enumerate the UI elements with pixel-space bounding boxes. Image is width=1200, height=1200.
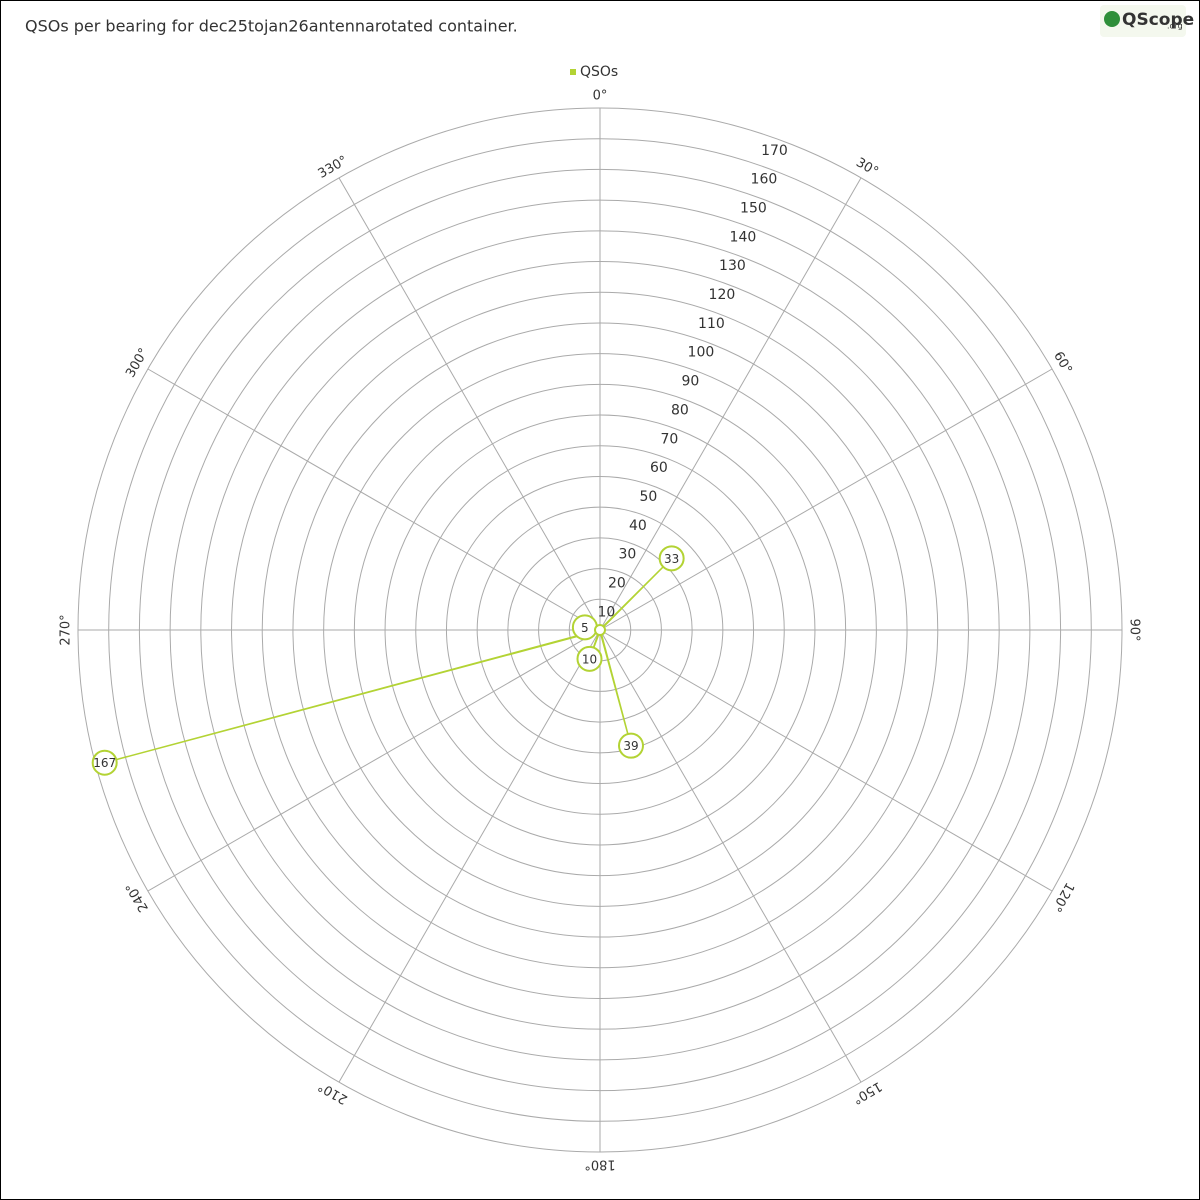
spoke [147,368,601,631]
ring [169,199,1031,1061]
value-label: 10 [582,652,597,666]
logo-box [1100,5,1186,37]
theta-tick-label: 90° [1127,618,1142,641]
logo-text: QScope [1122,10,1194,30]
chart-title: QSOs per bearing for dec25tojan26antenna… [25,17,518,36]
ring [323,353,877,907]
legend-swatch [570,69,576,75]
ring [507,537,693,723]
value-label: 5 [581,621,589,635]
value-label: 167 [93,756,116,770]
theta-tick-label: 0° [593,89,608,104]
value-label: 39 [623,739,638,753]
point-marker [658,545,685,572]
ring [538,568,662,692]
r-tick-label: 90 [681,374,699,390]
r-tick-label: 80 [671,402,689,418]
r-tick-label: 50 [639,489,657,505]
r-tick-label: 150 [740,200,767,216]
r-tick-label: 120 [709,287,736,303]
theta-tick-label: 180° [584,1157,615,1172]
spoke [599,629,862,1083]
ring [108,138,1092,1122]
ring [200,230,1000,1030]
ring [292,322,908,938]
r-tick-label: 100 [688,345,715,361]
spoke [599,629,1053,892]
r-tick-label: 110 [698,316,725,332]
r-tick-label: 160 [751,172,778,188]
point-marker [617,732,644,759]
r-tick-label: 10 [597,604,615,620]
ring [415,445,785,815]
r-tick-label: 130 [719,258,746,274]
spoke [599,368,1053,631]
theta-tick-label: 270° [59,614,74,645]
ring [77,107,1123,1153]
ring [445,475,755,785]
point-marker [576,645,603,672]
ring [138,168,1062,1092]
center-marker [594,624,606,636]
r-tick-label: 40 [629,518,647,534]
ring [476,506,724,754]
r-tick-label: 140 [730,229,757,245]
ring [353,383,847,877]
legend-label: QSOs [580,64,618,80]
ring [231,261,969,999]
spoke [147,629,601,892]
r-tick-label: 30 [618,547,636,563]
spoke [338,177,601,631]
r-tick-label: 70 [660,431,678,447]
ring [384,414,816,846]
spoke [599,177,862,631]
spoke [338,629,601,1083]
logo-suffix: .org [1167,22,1183,31]
point-marker [91,749,118,776]
r-tick-label: 20 [608,576,626,592]
r-tick-label: 60 [650,460,668,476]
logo: QScope .org [1100,5,1194,37]
value-label: 33 [664,552,679,566]
r-tick-label: 170 [761,143,788,159]
logo-icon [1104,11,1120,27]
ring [261,291,939,969]
